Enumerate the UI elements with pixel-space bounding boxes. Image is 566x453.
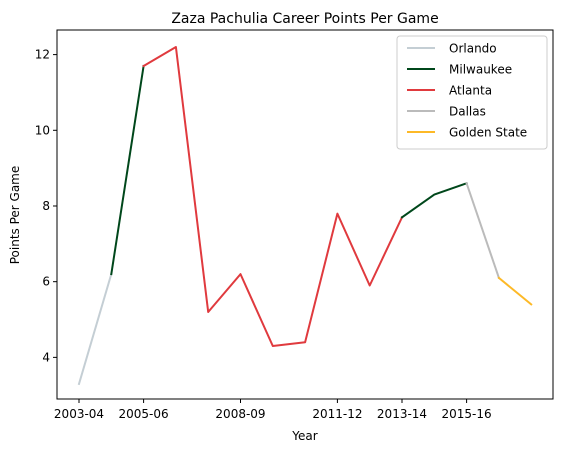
series-line-milwaukee-1 <box>110 64 145 276</box>
legend-label: Orlando <box>449 42 497 56</box>
y-tick-label: 8 <box>42 199 50 213</box>
x-tick-label: 2011-12 <box>312 407 362 421</box>
x-tick-label: 2005-06 <box>119 407 169 421</box>
x-tick-label: 2008-09 <box>215 407 265 421</box>
x-tick-label: 2015-16 <box>442 407 492 421</box>
legend-box <box>396 35 548 150</box>
series-line-orlando-0 <box>77 272 113 386</box>
series-line-milwaukee-3 <box>400 182 468 219</box>
chart-title: Zaza Pachulia Career Points Per Game <box>171 11 438 27</box>
plot-frame <box>56 29 554 400</box>
x-tick-label: 2003-04 <box>54 407 104 421</box>
series-line-dallas-4 <box>465 182 501 280</box>
legend-label: Golden State <box>449 126 527 140</box>
y-tick-label: 6 <box>42 275 50 289</box>
legend-label: Dallas <box>449 105 486 119</box>
x-tick-label: 2013-14 <box>377 407 427 421</box>
axis-ticks: 4 6 8 10 12 2003-04 2005-06 2008-09 2011-12 2013-… <box>35 48 492 421</box>
legend-label: Atlanta <box>449 84 492 98</box>
series-line-golden-state-5 <box>497 276 533 306</box>
y-axis-label: Points Per Game <box>8 166 22 265</box>
y-tick-label: 4 <box>42 350 50 364</box>
series-line-atlanta-2 <box>142 46 404 347</box>
x-axis-label: Year <box>291 429 317 443</box>
series-lines <box>77 46 533 386</box>
legend-label: Milwaukee <box>449 63 512 77</box>
legend: Orlando Milwaukee Atlanta Dallas Golden Stat… <box>396 35 548 150</box>
y-tick-label: 10 <box>35 123 50 137</box>
y-tick-label: 12 <box>35 48 50 62</box>
